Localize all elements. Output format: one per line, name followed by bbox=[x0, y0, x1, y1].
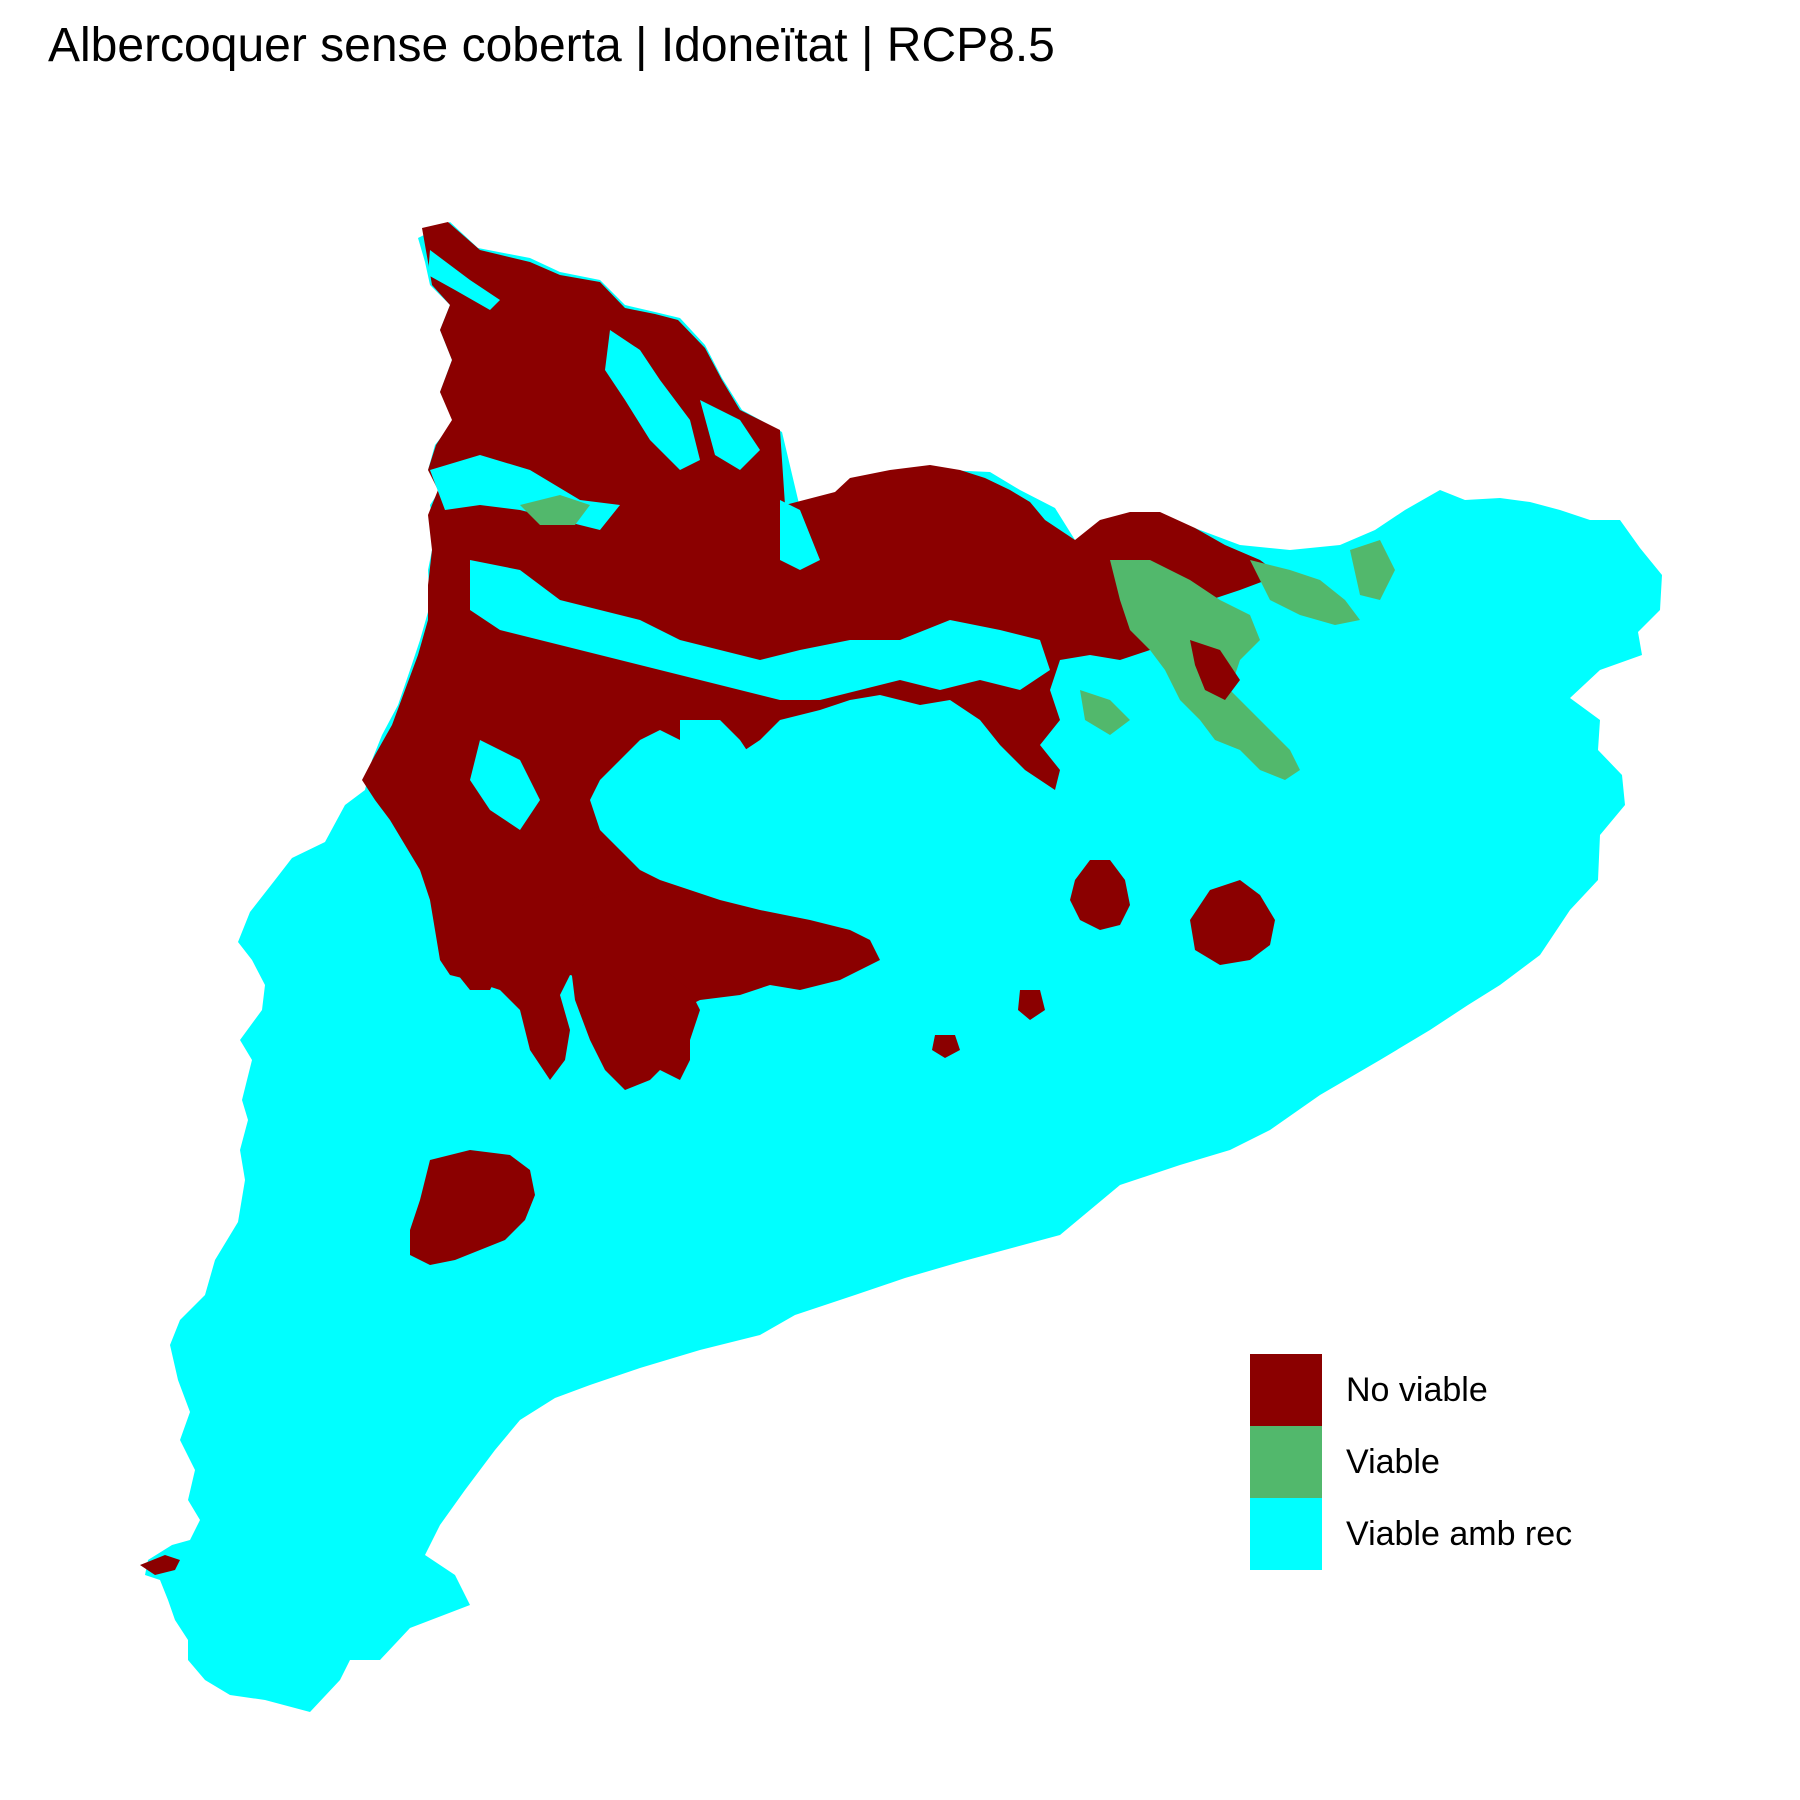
region-no-viable-south-1 bbox=[410, 1150, 535, 1265]
legend-swatch-viable-amb-rec bbox=[1250, 1498, 1322, 1570]
legend-swatch-no-viable bbox=[1250, 1354, 1322, 1426]
legend-label-viable-amb-rec: Viable amb rec bbox=[1346, 1514, 1573, 1553]
map-title: Albercoquer sense coberta | Idoneïtat | … bbox=[48, 19, 1055, 72]
region-valley-7 bbox=[680, 720, 800, 860]
region-valley-1 bbox=[428, 250, 500, 310]
region-no-viable-central-1 bbox=[570, 890, 700, 1090]
region-viable-2 bbox=[1250, 560, 1360, 625]
region-valley-6 bbox=[470, 560, 1050, 700]
region-no-viable-ne bbox=[1190, 640, 1240, 700]
region-valley-5 bbox=[780, 500, 820, 570]
legend-item-viable-amb-rec: Viable amb rec bbox=[1250, 1498, 1572, 1570]
legend: No viable Viable Viable amb rec bbox=[1250, 1354, 1572, 1570]
legend-item-viable: Viable bbox=[1250, 1426, 1572, 1498]
region-no-viable-central-3 bbox=[1070, 860, 1130, 930]
legend-swatch-viable bbox=[1250, 1426, 1322, 1498]
legend-label-viable: Viable bbox=[1346, 1442, 1440, 1481]
region-valley-3 bbox=[605, 330, 700, 470]
region-valley-8 bbox=[470, 740, 540, 830]
region-viable-5 bbox=[1080, 690, 1130, 735]
legend-item-no-viable: No viable bbox=[1250, 1354, 1572, 1426]
region-no-viable-central-2 bbox=[458, 950, 500, 990]
region-no-viable-south-2 bbox=[1018, 990, 1045, 1020]
region-no-viable-south-3 bbox=[932, 1035, 960, 1058]
region-viable-3 bbox=[1350, 540, 1395, 600]
region-no-viable-sw bbox=[140, 1555, 180, 1575]
region-no-viable-east bbox=[1190, 880, 1275, 965]
legend-label-no-viable: No viable bbox=[1346, 1370, 1488, 1409]
region-viable-4 bbox=[520, 495, 590, 525]
region-valley-4 bbox=[700, 400, 760, 470]
